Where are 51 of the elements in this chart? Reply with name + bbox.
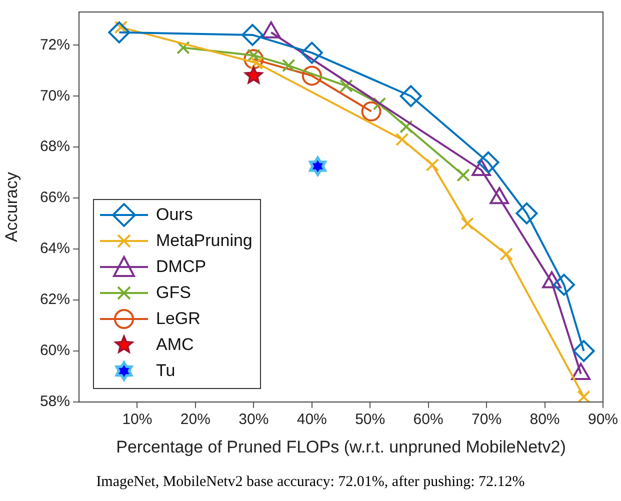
point [108, 21, 130, 44]
legend-label: DMCP [156, 257, 206, 277]
point [308, 155, 328, 178]
point [426, 158, 440, 172]
x-axis-title: Percentage of Pruned FLOPs (w.r.t. unpruned MobileNetv2) [116, 437, 566, 456]
point [244, 49, 264, 70]
y-tick-label: 60% [40, 342, 70, 360]
x-tick-label: 20% [180, 411, 210, 428]
point [340, 79, 353, 93]
x-tick-label: 90% [588, 411, 618, 428]
point [460, 216, 474, 230]
legend-label: Tu [156, 361, 176, 381]
y-tick-label: 58% [40, 393, 70, 410]
y-tick-label: 68% [40, 138, 70, 156]
text: ImageNet, MobileNetv2 base accuracy: 72.01%, after pushing: 72.12% [95, 474, 526, 491]
point [577, 390, 590, 402]
y-tick-label: 66% [40, 189, 70, 206]
x-tick-label: 30% [238, 411, 269, 428]
legend-label: LeGR [156, 309, 200, 329]
y-axis-title: Accuracy [2, 172, 21, 242]
point [302, 66, 322, 86]
point [243, 64, 264, 85]
y-tick-label: 72% [40, 36, 70, 54]
point [361, 101, 382, 122]
point [242, 24, 264, 46]
point [552, 274, 575, 296]
point [395, 132, 409, 146]
point [456, 168, 470, 182]
point [500, 248, 513, 261]
point [516, 202, 538, 224]
legend-label: Ours [156, 205, 193, 225]
x-tick-label: 40% [296, 411, 327, 428]
point [176, 41, 190, 54]
point [400, 120, 413, 134]
point [572, 340, 595, 362]
legend-label: AMC [156, 335, 194, 355]
x-tick-label: 50% [355, 411, 386, 428]
x-tick-label: 60% [413, 411, 444, 428]
legend-label: MetaPruning [156, 231, 252, 251]
y-tick-label: 64% [40, 240, 70, 258]
point [372, 97, 386, 110]
legend-label: GFS [156, 283, 191, 303]
point [300, 42, 323, 64]
x-tick-label: 10% [122, 411, 152, 428]
point [282, 58, 296, 72]
x-tick-label: 80% [530, 411, 560, 428]
y-tick-label: 70% [40, 87, 70, 104]
y-tick-label: 62% [40, 291, 70, 308]
x-tick-label: 70% [472, 411, 502, 428]
point [477, 151, 500, 174]
point [400, 85, 422, 108]
